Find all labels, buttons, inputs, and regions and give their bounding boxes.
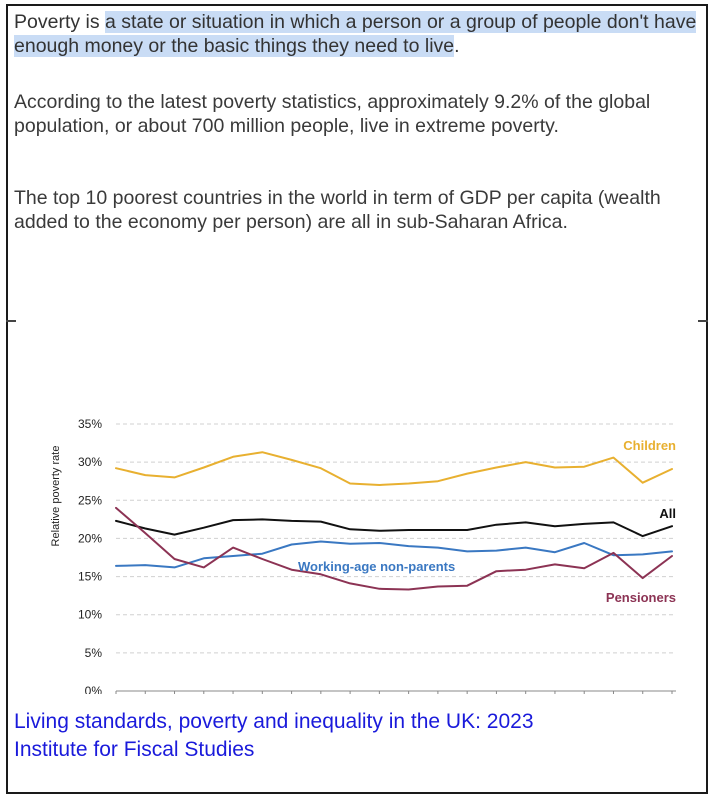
poverty-rate-line-chart: Relative poverty rate 0% 5% 10% 15% 20% 25% 30… [50, 417, 676, 694]
source-title-link[interactable]: Living standards, poverty and inequality… [14, 710, 534, 733]
y-tick-label: 20% [78, 531, 102, 545]
definition-highlighted-text[interactable]: a state or situation in which a person o… [14, 11, 697, 57]
y-tick-label: 30% [78, 455, 102, 469]
series-label-pensioners: Pensioners [606, 590, 676, 605]
y-tick-label: 15% [78, 570, 102, 584]
right-edge-marker [698, 320, 708, 322]
series-line-pensioners [115, 506, 673, 591]
series-line-all [115, 518, 673, 538]
series-label-all: All [659, 506, 676, 521]
y-tick-label: 35% [78, 417, 102, 431]
left-edge-marker [6, 320, 16, 322]
poverty-statistics-paragraph: According to the latest poverty statisti… [14, 91, 651, 137]
content-box: According to the latest poverty statisti… [6, 88, 708, 794]
series-label-children: Children [623, 438, 676, 453]
poorest-countries-paragraph: The top 10 poorest countries in the worl… [14, 187, 661, 233]
source-publisher-link[interactable]: Institute for Fiscal Studies [14, 738, 255, 761]
definition-box: Poverty is a state or situation in which… [6, 4, 708, 90]
y-axis-title: Relative poverty rate [50, 446, 62, 547]
series-line-children [115, 451, 673, 486]
y-tick-label: 25% [78, 493, 102, 507]
definition-prefix: Poverty is [14, 11, 106, 33]
y-tick-label: 0% [85, 684, 103, 694]
definition-suffix: . [454, 35, 460, 57]
series-line-working-age-non-parents [115, 540, 673, 569]
y-tick-label: 5% [85, 646, 103, 660]
series-label-working-age-non-parents: Working-age non-parents [298, 559, 455, 574]
y-tick-label: 10% [78, 608, 102, 622]
